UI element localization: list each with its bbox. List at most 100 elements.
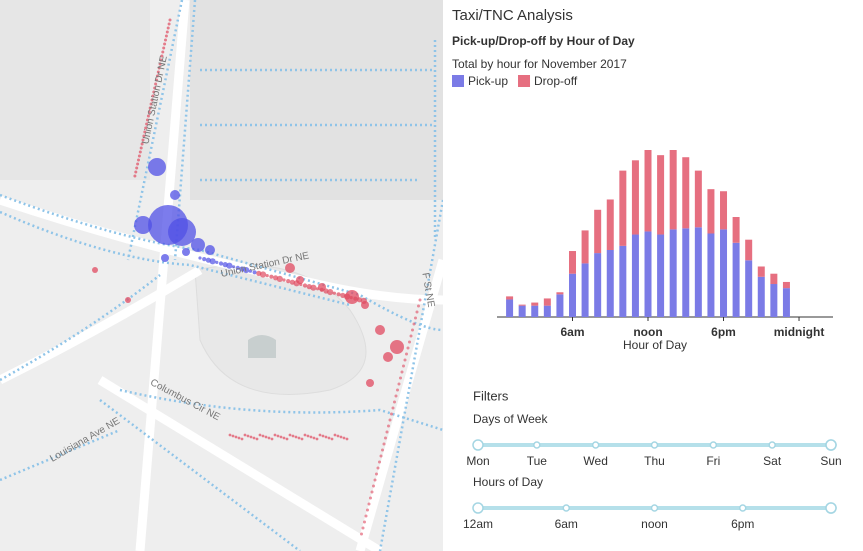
- map-marker: [258, 433, 262, 437]
- bar: [531, 302, 539, 306]
- street: [97, 376, 383, 551]
- map-marker: [306, 434, 310, 438]
- road: [126, 0, 184, 261]
- bar: [782, 281, 790, 289]
- bar: [669, 229, 677, 317]
- map-marker: [232, 265, 236, 269]
- map-marker: [159, 58, 163, 62]
- map-marker: [259, 271, 267, 278]
- map-marker: [92, 267, 98, 273]
- map-marker: [293, 280, 300, 287]
- slider-handle[interactable]: [825, 502, 837, 514]
- map-marker: [261, 434, 265, 438]
- slider-label: Mon: [466, 454, 489, 468]
- bar: [518, 305, 526, 317]
- map-marker: [408, 340, 411, 344]
- map-marker: [288, 433, 292, 437]
- map-marker: [276, 434, 280, 438]
- map-marker: [361, 526, 365, 530]
- map-marker: [252, 270, 257, 275]
- map-marker: [382, 442, 386, 446]
- map-marker: [141, 138, 145, 142]
- bar: [531, 305, 539, 317]
- map-marker: [182, 248, 190, 256]
- map-marker: [134, 170, 138, 174]
- slider-label: Thu: [644, 454, 665, 468]
- bar: [594, 253, 602, 317]
- map-marker: [411, 328, 414, 332]
- bar: [694, 170, 702, 228]
- bar: [506, 296, 514, 300]
- map-marker: [133, 174, 137, 178]
- bar: [720, 191, 728, 230]
- panel-title: Taxi/TNC Analysis: [452, 7, 573, 24]
- map[interactable]: Union Station Dr NE Union Station Dr NE …: [0, 0, 448, 551]
- map-marker: [297, 436, 301, 440]
- map-marker: [166, 26, 170, 30]
- map-marker: [333, 433, 337, 437]
- map-marker: [165, 30, 169, 34]
- bar: [694, 227, 702, 317]
- map-marker: [279, 435, 283, 439]
- map-marker: [167, 22, 171, 26]
- map-marker: [136, 162, 140, 166]
- slider-step: [650, 441, 659, 449]
- road: [0, 193, 444, 332]
- map-marker: [137, 154, 141, 158]
- map-marker: [162, 46, 166, 50]
- bar: [657, 234, 665, 317]
- slider-handle[interactable]: [472, 502, 484, 514]
- slider-handle[interactable]: [472, 439, 484, 451]
- map-marker: [146, 118, 149, 122]
- map-marker: [364, 514, 368, 518]
- map-marker: [285, 263, 295, 273]
- map-marker: [418, 298, 422, 302]
- legend-label: Pick-up: [468, 74, 508, 88]
- map-marker: [406, 346, 410, 350]
- map-marker: [134, 216, 152, 234]
- map-marker: [226, 262, 233, 269]
- map-marker: [302, 283, 308, 288]
- map-marker: [155, 74, 159, 78]
- map-marker: [396, 388, 399, 392]
- street: [135, 0, 190, 551]
- bar: [594, 209, 602, 254]
- map-marker: [339, 435, 343, 439]
- bar: [732, 217, 740, 243]
- bar: [682, 157, 690, 229]
- map-marker: [149, 102, 153, 106]
- map-marker: [285, 437, 289, 441]
- x-axis-label: Hour of Day: [623, 338, 687, 352]
- map-marker: [378, 460, 381, 464]
- map-marker: [336, 434, 340, 438]
- map-marker: [252, 436, 256, 440]
- map-marker: [405, 352, 408, 356]
- map-marker: [240, 437, 244, 441]
- legend-swatch: [452, 75, 464, 87]
- map-marker: [414, 316, 417, 320]
- bar: [732, 242, 740, 317]
- fountain: [248, 335, 276, 358]
- map-marker: [157, 66, 161, 70]
- map-marker: [267, 436, 271, 440]
- slider-label: Fri: [706, 454, 720, 468]
- map-marker: [369, 496, 372, 500]
- map-marker: [143, 130, 147, 134]
- map-marker: [265, 274, 269, 278]
- map-marker: [312, 436, 316, 440]
- map-marker: [153, 86, 157, 90]
- map-marker: [294, 435, 298, 439]
- map-marker: [330, 437, 334, 441]
- map-marker: [147, 110, 151, 114]
- map-marker: [417, 304, 420, 308]
- bar: [619, 170, 627, 246]
- slider-handle[interactable]: [825, 439, 837, 451]
- map-marker: [397, 382, 401, 386]
- map-marker: [403, 358, 407, 362]
- map-marker: [135, 166, 139, 170]
- bar: [757, 276, 765, 317]
- map-marker: [191, 238, 205, 252]
- map-marker: [243, 433, 247, 437]
- map-marker: [144, 126, 148, 130]
- map-marker: [161, 50, 165, 54]
